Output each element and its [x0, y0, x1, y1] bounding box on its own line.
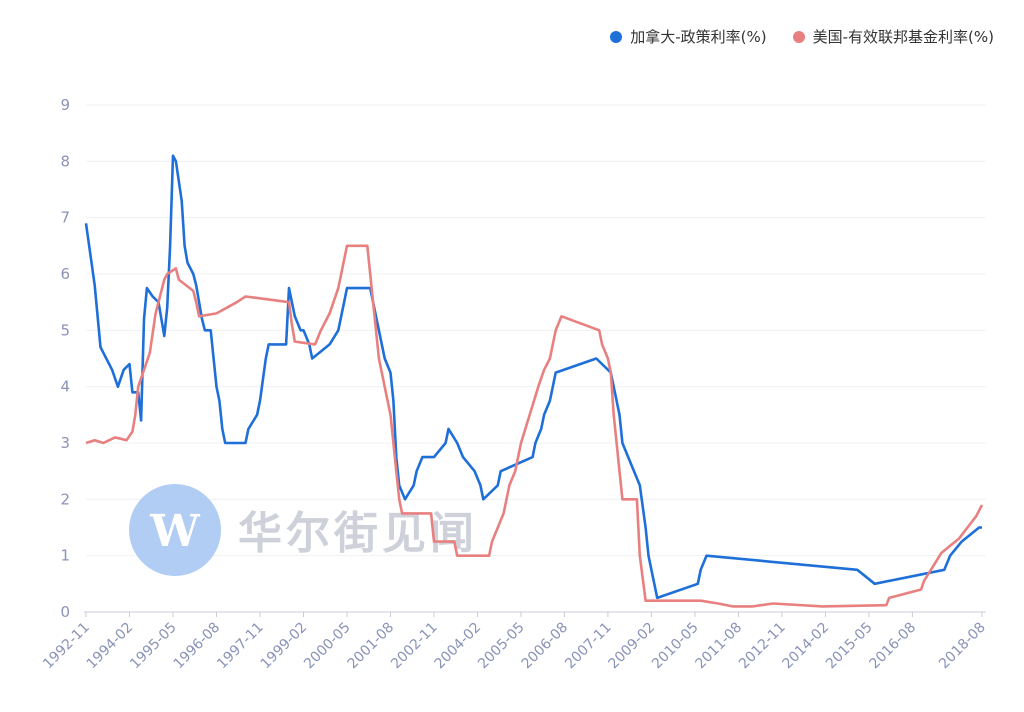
x-tick-label: 2018-08 — [936, 620, 989, 673]
legend-label-canada: 加拿大-政策利率(%) — [630, 28, 767, 46]
y-tick-label: 9 — [60, 96, 70, 114]
x-tick-label: 2005-05 — [475, 620, 528, 673]
y-tick-label: 7 — [60, 209, 70, 227]
y-tick-label: 8 — [60, 152, 70, 170]
x-tick-label: 2015-05 — [823, 620, 876, 673]
y-tick-label: 6 — [60, 265, 70, 283]
series-lines — [84, 154, 984, 608]
x-tick-label: 1995-05 — [127, 620, 180, 673]
legend-item-us[interactable]: 美国-有效联邦基金利率(%) — [792, 26, 994, 47]
legend-label-us: 美国-有效联邦基金利率(%) — [812, 28, 994, 46]
x-tick-label: 2009-02 — [606, 620, 659, 673]
legend-item-canada[interactable]: 加拿大-政策利率(%) — [610, 26, 767, 47]
y-tick-label: 3 — [60, 434, 70, 452]
grid-lines — [86, 104, 986, 557]
legend: 加拿大-政策利率(%) 美国-有效联邦基金利率(%) — [610, 26, 994, 47]
x-tick-label: 2016-08 — [867, 620, 920, 673]
x-tick-label: 2006-08 — [519, 620, 572, 673]
watermark-text: 华尔街见闻 — [238, 508, 478, 559]
x-tick-label: 2010-05 — [649, 620, 702, 673]
x-tick-label: 1996-08 — [171, 620, 224, 673]
x-tick-label: 2001-08 — [345, 620, 398, 673]
x-tick-label: 2012-11 — [736, 620, 789, 673]
y-tick-label: 2 — [60, 490, 70, 508]
x-tick-label: 1994-02 — [84, 620, 137, 673]
x-tick-label: 2011-08 — [693, 620, 746, 673]
x-tick-label: 2004-02 — [432, 620, 485, 673]
y-tick-label: 4 — [60, 378, 70, 396]
y-tick-label: 0 — [60, 603, 70, 621]
legend-dot-us — [792, 30, 805, 43]
x-tick-label: 1997-11 — [214, 620, 267, 673]
watermark-logo-icon — [129, 484, 221, 576]
legend-dot-canada — [610, 30, 623, 43]
x-tick-label: 2002-11 — [388, 620, 441, 673]
y-tick-label: 5 — [60, 321, 70, 339]
series-line-canada — [84, 154, 982, 600]
watermark: W 华尔街见闻 — [129, 484, 478, 576]
x-tick-label: 2014-02 — [780, 620, 833, 673]
x-tick-label: 2000-05 — [301, 620, 354, 673]
y-axis-ticks: 0 1 2 3 4 5 6 7 8 9 — [60, 96, 70, 621]
y-tick-label: 1 — [60, 547, 70, 565]
watermark-logo-letter: W — [149, 506, 200, 557]
x-tick-label: 1992-11 — [40, 620, 93, 673]
x-axis-ticks: 1992-111994-021995-051996-081997-111999-… — [40, 612, 989, 672]
x-tick-label: 2007-11 — [562, 620, 615, 673]
series-line-us — [85, 244, 984, 608]
x-tick-label: 1999-02 — [258, 620, 311, 673]
